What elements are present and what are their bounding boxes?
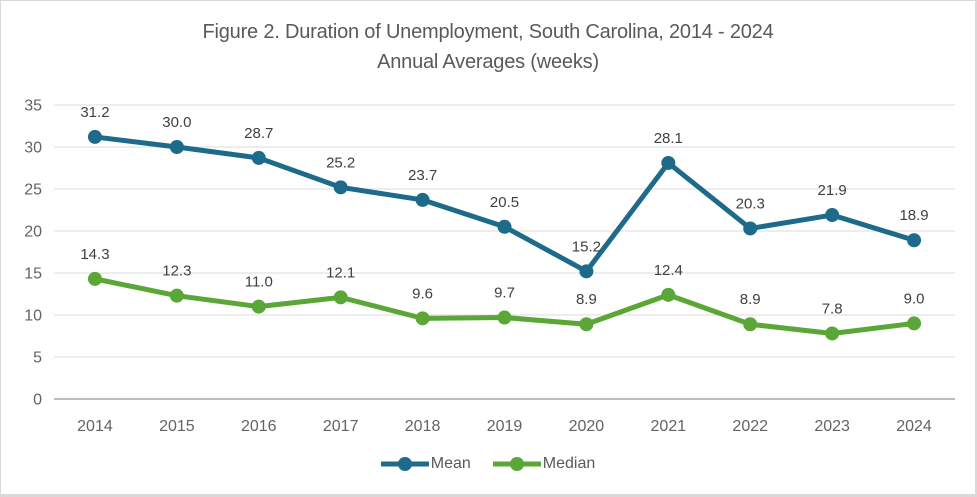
data-point-mean	[87, 129, 102, 144]
legend-marker-median-icon	[492, 457, 541, 471]
data-point-mean	[825, 208, 840, 223]
x-tick-label: 2021	[651, 418, 687, 435]
x-tick-label: 2016	[241, 418, 277, 435]
data-label-median: 9.7	[494, 285, 515, 302]
y-tick-label: 25	[24, 182, 42, 199]
data-label-median: 14.3	[80, 246, 109, 263]
x-tick-label: 2024	[896, 418, 932, 435]
data-point-median	[907, 316, 922, 331]
data-point-median	[743, 317, 758, 332]
y-tick-label: 15	[24, 266, 42, 283]
data-point-mean	[743, 221, 758, 236]
data-label-median: 8.9	[740, 291, 761, 308]
x-tick-label: 2014	[77, 418, 113, 435]
data-label-mean: 23.7	[408, 167, 437, 184]
x-tick-label: 2020	[569, 418, 605, 435]
y-tick-label: 0	[33, 392, 42, 409]
data-point-mean	[251, 150, 266, 165]
data-point-mean	[497, 219, 512, 234]
data-label-median: 12.1	[326, 264, 355, 281]
data-label-median: 7.8	[822, 300, 843, 317]
y-tick-label: 10	[24, 308, 42, 325]
y-tick-label: 30	[24, 140, 42, 157]
x-tick-label: 2015	[159, 418, 195, 435]
data-label-median: 12.4	[654, 262, 683, 279]
x-tick-label: 2018	[405, 418, 441, 435]
legend-label-median: Median	[542, 455, 596, 472]
data-point-median	[825, 326, 840, 341]
x-tick-label: 2019	[487, 418, 523, 435]
data-label-mean: 28.7	[244, 125, 273, 142]
data-point-median	[415, 311, 430, 326]
y-tick-label: 20	[24, 224, 42, 241]
x-tick-label: 2023	[814, 418, 850, 435]
data-point-median	[251, 299, 266, 314]
legend-item-median: Median	[492, 455, 596, 473]
legend-item-mean: Mean	[380, 455, 471, 473]
legend-marker-mean-icon	[380, 457, 429, 471]
data-label-mean: 30.0	[162, 114, 191, 131]
data-label-median: 9.0	[904, 290, 925, 307]
data-label-median: 12.3	[162, 263, 191, 280]
chart-title-line-1: Figure 2. Duration of Unemployment, Sout…	[202, 21, 774, 43]
y-tick-label: 5	[33, 350, 42, 367]
chart-title: Figure 2. Duration of Unemployment, Sout…	[1, 17, 975, 77]
data-point-median	[169, 288, 184, 303]
data-label-mean: 21.9	[818, 182, 847, 199]
data-label-median: 9.6	[412, 285, 433, 302]
data-label-mean: 20.5	[490, 194, 519, 211]
data-label-mean: 15.2	[572, 238, 601, 255]
data-point-median	[579, 317, 594, 332]
y-tick-label: 35	[24, 98, 42, 115]
legend: Mean Median	[1, 450, 975, 478]
data-label-median: 8.9	[576, 291, 597, 308]
chart-title-line-2: Annual Averages (weeks)	[377, 51, 599, 73]
data-point-mean	[169, 140, 184, 154]
data-point-mean	[333, 180, 348, 195]
data-point-mean	[907, 233, 922, 248]
data-point-median	[87, 271, 102, 286]
data-label-median: 11.0	[245, 274, 273, 291]
x-tick-label: 2017	[323, 418, 359, 435]
data-label-mean: 20.3	[736, 195, 765, 212]
data-label-mean: 28.1	[654, 130, 683, 147]
data-point-mean	[661, 155, 676, 170]
data-label-mean: 25.2	[326, 154, 355, 171]
data-point-median	[333, 290, 348, 305]
data-point-median	[497, 310, 512, 325]
x-tick-label: 2022	[732, 418, 768, 435]
data-point-median	[661, 287, 676, 302]
data-point-mean	[579, 264, 594, 279]
data-label-mean: 18.9	[899, 207, 928, 224]
legend-label-mean: Mean	[430, 455, 471, 472]
data-point-mean	[415, 192, 430, 207]
data-label-mean: 31.2	[80, 104, 109, 121]
